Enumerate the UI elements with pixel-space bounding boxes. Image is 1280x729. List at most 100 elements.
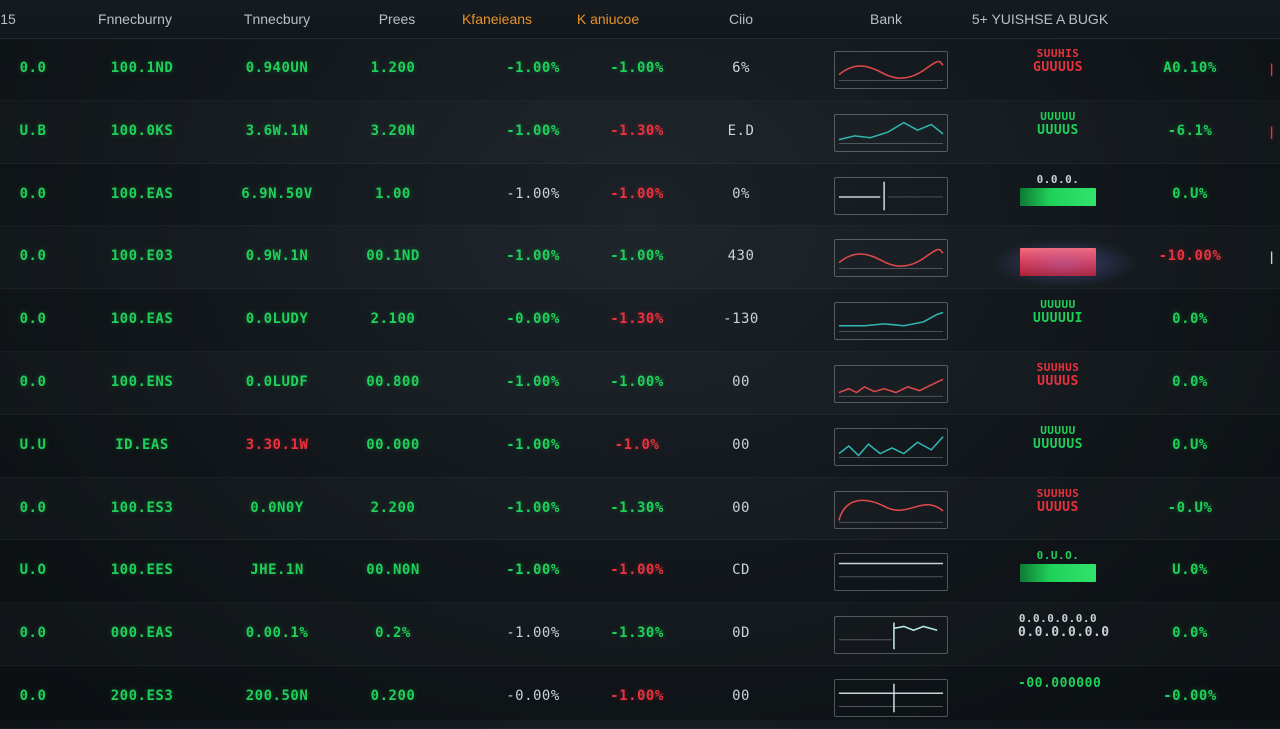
- table-row[interactable]: 0.0 100.ENS 0.0LUDF 00.800 -1.00% -1.00% 00 SUU…: [0, 352, 1280, 415]
- table-row[interactable]: 0.0 000.EAS 0.00.1% 0.2% -1.00% -1.30% 0D 0.0.0…: [0, 603, 1280, 666]
- cell-col-5: -1.00%: [610, 226, 664, 288]
- cell-col-4: -1.00%: [506, 226, 560, 288]
- cell-col-0: 0.0: [20, 603, 47, 665]
- cell-col-5: -1.0%: [615, 415, 660, 477]
- cell-col-0: U.B: [20, 101, 47, 163]
- table-row[interactable]: U.O 100.EES JHE.1N 00.N0N -1.00% -1.00% CD 0.U.…: [0, 540, 1280, 603]
- cell-col-1: ID.EAS: [115, 415, 169, 477]
- cell-col-3: 00.800: [366, 352, 420, 414]
- indicator-top: UUUUU: [1018, 425, 1098, 437]
- cell-col-0: U.O: [20, 540, 47, 602]
- cell-col-2: 200.50N: [246, 666, 309, 728]
- change-percent: A0.10%: [1163, 38, 1217, 100]
- cell-col-1: 100.EES: [111, 540, 174, 602]
- volume-indicator: SUUHUS UUUUS: [1018, 488, 1098, 530]
- indicator-top: UUUUU: [1018, 299, 1098, 311]
- cell-col-0: U.U: [20, 415, 47, 477]
- cell-col-1: 100.ENS: [111, 352, 174, 414]
- indicator-bar: [1020, 248, 1096, 276]
- cell-col-6: -130: [723, 289, 759, 351]
- column-header[interactable]: Prees: [379, 0, 416, 38]
- table-row[interactable]: U.U ID.EAS 3.30.1W 00.000 -1.00% -1.0% 00 UUUUU…: [0, 415, 1280, 478]
- cell-col-3: 0.2%: [375, 603, 411, 665]
- sparkline-chart: [834, 679, 948, 717]
- change-percent: U.0%: [1172, 540, 1208, 602]
- sparkline-chart: [834, 51, 948, 89]
- market-table: 0.0 100.1ND 0.940UN 1.200 -1.00% -1.00% 6% SUUH…: [0, 38, 1280, 729]
- column-header[interactable]: Tnnecbury: [244, 0, 310, 38]
- cell-col-6: 00: [732, 352, 750, 414]
- edge-marker: |: [1268, 125, 1280, 139]
- cell-col-3: 1.00: [375, 164, 411, 226]
- table-row[interactable]: 0.0 100.E03 0.9W.1N 00.1ND -1.00% -1.00% 430 -1…: [0, 226, 1280, 289]
- cell-col-1: 000.EAS: [111, 603, 174, 665]
- cell-col-1: 200.ES3: [111, 666, 174, 728]
- change-percent: -0.00%: [1163, 666, 1217, 728]
- change-percent: 0.0%: [1172, 603, 1208, 665]
- table-row[interactable]: 0.0 100.EAS 0.0LUDY 2.100 -0.00% -1.30% -130 UU…: [0, 289, 1280, 352]
- column-header[interactable]: Ciio: [729, 0, 753, 38]
- sparkline-chart: [834, 553, 948, 591]
- cell-col-3: 3.20N: [371, 101, 416, 163]
- column-header[interactable]: Kfaneieans: [462, 0, 532, 38]
- table-row[interactable]: U.B 100.0KS 3.6W.1N 3.20N -1.00% -1.30% E.D UUU…: [0, 101, 1280, 164]
- cell-col-5: -1.00%: [610, 666, 664, 728]
- sparkline-chart: [834, 177, 948, 215]
- column-header[interactable]: 15: [0, 0, 16, 38]
- indicator-top: 0.0.0.0.0.0: [1018, 613, 1098, 625]
- indicator-bar: [1020, 188, 1096, 206]
- cell-col-0: 0.0: [20, 478, 47, 540]
- cell-col-6: 00: [732, 415, 750, 477]
- column-header[interactable]: 5+ YUISHSE A BUGK: [972, 0, 1108, 38]
- cell-col-6: 0D: [732, 603, 750, 665]
- indicator-bottom: GUUUUS: [1018, 60, 1098, 76]
- cell-col-0: 0.0: [20, 38, 47, 100]
- cell-col-4: -1.00%: [506, 101, 560, 163]
- edge-marker: |: [1268, 250, 1280, 264]
- cell-col-2: 3.6W.1N: [246, 101, 309, 163]
- cell-col-6: 430: [728, 226, 755, 288]
- sparkline-chart: [834, 491, 948, 529]
- table-row[interactable]: 0.0 100.EAS 6.9N.50V 1.00 -1.00% -1.00% 0% 0.0.…: [0, 164, 1280, 227]
- volume-indicator: UUUUU UUUUS: [1018, 111, 1098, 153]
- sparkline-chart: [834, 302, 948, 340]
- cell-col-3: 1.200: [371, 38, 416, 100]
- cell-col-0: 0.0: [20, 164, 47, 226]
- cell-col-2: 0.0LUDY: [246, 289, 309, 351]
- cell-col-4: -1.00%: [506, 540, 560, 602]
- cell-col-3: 2.200: [371, 478, 416, 540]
- column-header[interactable]: K aniucoe: [577, 0, 639, 38]
- volume-indicator: 0.0.0.0.0.0 0.0.0.0.0.0: [1018, 613, 1098, 655]
- table-row[interactable]: 0.0 100.1ND 0.940UN 1.200 -1.00% -1.00% 6% SUUH…: [0, 38, 1280, 101]
- indicator-bottom: -00.000000: [1018, 676, 1098, 692]
- table-row[interactable]: 0.0 200.ES3 200.50N 0.200 -0.00% -1.00% 00 -00.…: [0, 666, 1280, 729]
- cell-col-6: 6%: [732, 38, 750, 100]
- cell-col-0: 0.0: [20, 226, 47, 288]
- cell-col-5: -1.00%: [610, 38, 664, 100]
- cell-col-3: 2.100: [371, 289, 416, 351]
- cell-col-2: 0.0LUDF: [246, 352, 309, 414]
- cell-col-0: 0.0: [20, 666, 47, 728]
- cell-col-3: 00.000: [366, 415, 420, 477]
- column-header[interactable]: Bank: [870, 0, 902, 38]
- cell-col-6: 00: [732, 478, 750, 540]
- volume-indicator: SUUHUS UUUUS: [1018, 362, 1098, 404]
- cell-col-6: 00: [732, 666, 750, 728]
- volume-indicator: 0.0.0.: [1018, 174, 1098, 216]
- cell-col-5: -1.30%: [610, 603, 664, 665]
- cell-col-5: -1.30%: [610, 101, 664, 163]
- cell-col-2: 0.940UN: [246, 38, 309, 100]
- volume-indicator: UUUUU UUUUUS: [1018, 425, 1098, 467]
- cell-col-2: JHE.1N: [250, 540, 304, 602]
- column-header[interactable]: Fnnecburny: [98, 0, 172, 38]
- cell-col-4: -0.00%: [506, 666, 560, 728]
- volume-indicator: SUUHIS GUUUUS: [1018, 48, 1098, 90]
- sparkline-chart: [834, 114, 948, 152]
- cell-col-5: -1.30%: [610, 478, 664, 540]
- cell-col-1: 100.EAS: [111, 289, 174, 351]
- volume-indicator: -00.000000: [1018, 676, 1098, 718]
- volume-indicator: UUUUU UUUUUI: [1018, 299, 1098, 341]
- cell-col-3: 00.N0N: [366, 540, 420, 602]
- table-row[interactable]: 0.0 100.ES3 0.0N0Y 2.200 -1.00% -1.30% 00 SUUHU…: [0, 478, 1280, 541]
- indicator-bottom: UUUUS: [1018, 500, 1098, 516]
